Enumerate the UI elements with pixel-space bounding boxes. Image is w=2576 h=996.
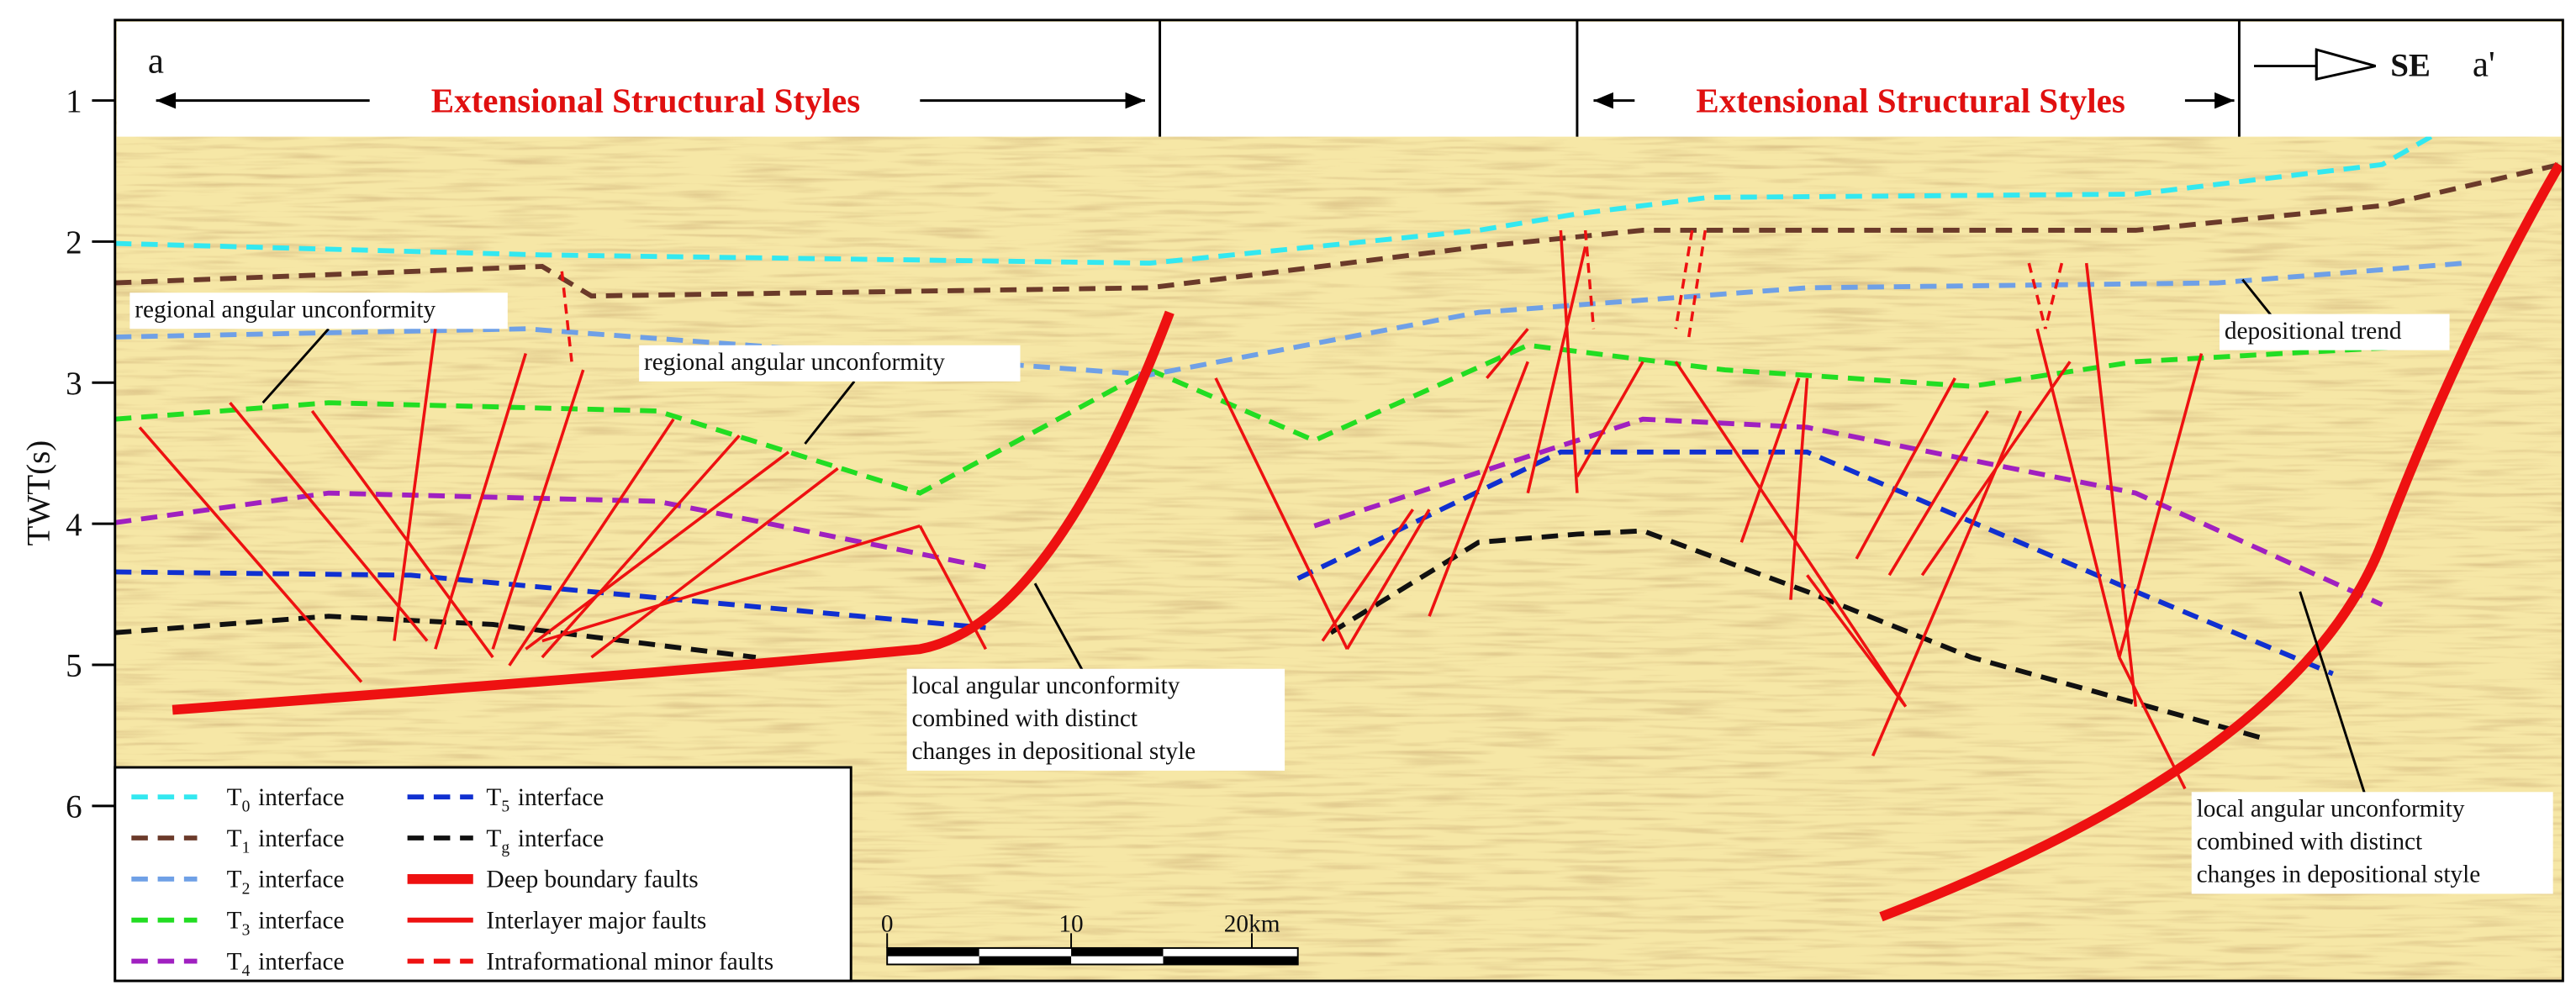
annotation-box <box>906 668 1285 771</box>
scale-label: 10 <box>1058 910 1083 937</box>
leader-line <box>2299 591 2367 798</box>
legend-label: Interlayer major faults <box>486 907 706 934</box>
legend-subscript: 5 <box>501 798 509 816</box>
tick-label: 2 <box>66 224 82 261</box>
annotation-box <box>2219 314 2450 350</box>
legend-text: interface <box>258 867 344 893</box>
annotation-box <box>129 292 508 329</box>
legend-symbol: T <box>227 907 242 934</box>
tick-label: 1 <box>66 83 82 119</box>
legend-label: T5 interface <box>486 784 604 816</box>
annotation: changes in depositional style <box>912 738 1196 765</box>
start-label: a <box>148 41 164 81</box>
interlayer-faults <box>138 229 2204 790</box>
annotation: changes in depositional style <box>2197 862 2481 888</box>
legend-label: T2 interface <box>227 867 345 899</box>
legend-text: interface <box>518 825 604 852</box>
deep-faults <box>172 161 2564 922</box>
arrowheads <box>156 48 2376 109</box>
annotation-box <box>2191 792 2553 894</box>
legend-text: interface <box>258 948 344 975</box>
legend-subscript: 0 <box>242 798 251 816</box>
scale-label: 20km <box>1224 910 1280 937</box>
tick-label: 4 <box>66 507 82 543</box>
leader-line <box>2241 278 2277 322</box>
legend-text: interface <box>258 784 344 811</box>
header-band <box>116 21 2562 137</box>
leader-line <box>261 328 330 404</box>
end-label: a' <box>2473 45 2495 84</box>
legend-subscript: g <box>501 840 509 857</box>
annotation: regional angular unconformity <box>135 297 435 324</box>
leader-line <box>1033 582 1085 675</box>
direction-label: SE <box>2390 47 2431 83</box>
legend-symbol: T <box>227 867 242 893</box>
legend-label: T4 interface <box>227 948 345 980</box>
leader-line <box>804 380 856 445</box>
legend-label: Tg interface <box>486 825 604 857</box>
legend-text: interface <box>518 784 604 811</box>
legend-label: T0 interface <box>227 784 345 816</box>
scale-bar: 0 10 20km <box>881 910 1299 966</box>
legend-text: interface <box>258 907 344 934</box>
annotation: combined with distinct <box>2197 829 2423 856</box>
annotation-box <box>639 345 1021 382</box>
annotation: local angular unconformity <box>912 672 1180 699</box>
legend-subscript: 4 <box>242 962 251 980</box>
scale-label: 0 <box>881 910 894 937</box>
legend-symbol: T <box>486 784 501 811</box>
legend-subscript: 3 <box>242 921 251 939</box>
annotation: local angular unconformity <box>2197 796 2465 823</box>
legend-text: interface <box>258 825 344 852</box>
annotation: regional angular unconformity <box>644 349 945 376</box>
legend-label: T1 interface <box>227 825 345 857</box>
annotation: combined with distinct <box>912 705 1138 732</box>
annotation: depositional trend <box>2225 318 2402 345</box>
legend-symbol: T <box>227 825 242 852</box>
style-label: Extensional Structural Styles <box>1696 81 2125 119</box>
axis-label: TWT(s) <box>21 440 57 546</box>
legend-label: T3 interface <box>227 907 345 939</box>
tick-label: 3 <box>66 366 82 402</box>
legend-symbol: T <box>227 948 242 975</box>
legend-symbol: T <box>227 784 242 811</box>
tick-label: 5 <box>66 648 82 684</box>
tick-label: 6 <box>66 789 82 825</box>
legend-subscript: 2 <box>242 880 251 898</box>
legend-subscript: 1 <box>242 840 251 857</box>
horizons <box>114 63 2561 742</box>
style-label: Extensional Structural Styles <box>431 81 860 119</box>
annotations: regional angular unconformity regional an… <box>129 278 2553 894</box>
header-dividers <box>156 19 2318 137</box>
legend-label: Deep boundary faults <box>486 867 698 893</box>
legend-box <box>113 766 853 983</box>
minor-faults <box>560 229 2064 362</box>
legend-symbol: T <box>486 825 501 852</box>
frame <box>113 18 2564 983</box>
legend-label: Intraformational minor faults <box>486 948 773 975</box>
